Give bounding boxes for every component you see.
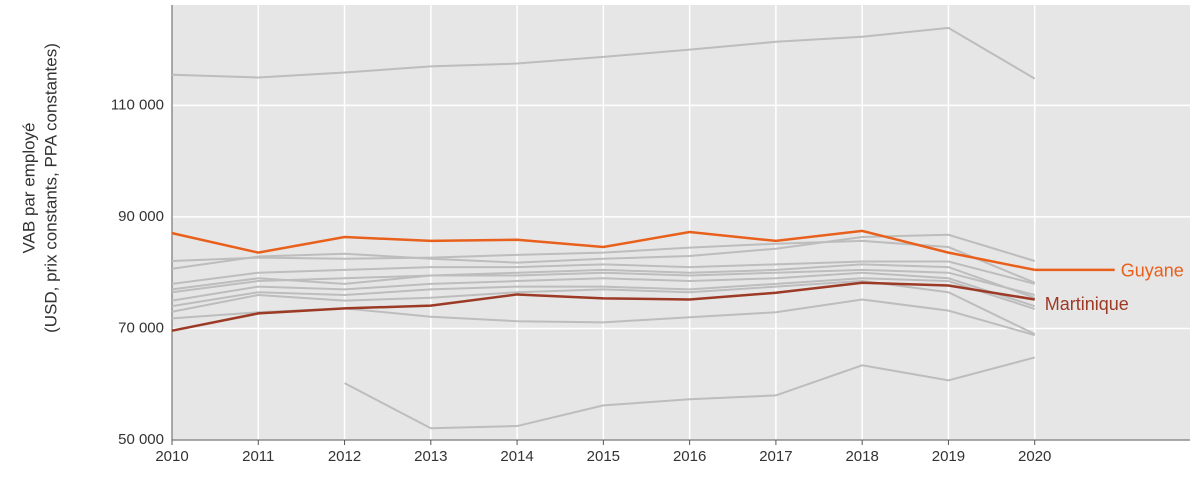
x-tick-label: 2016: [673, 448, 706, 465]
x-tick-label: 2019: [932, 448, 965, 465]
series-line: [344, 356, 1035, 430]
y-axis-label: VAB par employé: [19, 122, 38, 253]
x-tick-label: 2011: [242, 448, 274, 465]
x-tick-label: 2017: [759, 448, 792, 465]
x-tick-label: 2020: [1018, 448, 1051, 465]
y-tick-label: 110 000: [111, 96, 164, 113]
series-line: [171, 26, 1036, 80]
y-tick-label: 90 000: [118, 208, 164, 225]
x-tick-label: 2014: [500, 448, 533, 465]
series-label: Martinique: [1045, 294, 1129, 314]
y-axis-label: (USD, prix constants, PPA constantes): [41, 43, 60, 333]
series-line: [171, 239, 1036, 284]
series-line: [171, 263, 1036, 299]
x-tick-label: 2010: [155, 448, 188, 465]
x-tick-label: 2018: [845, 448, 878, 465]
y-tick-label: 50 000: [118, 431, 164, 448]
series-line: [171, 281, 1035, 332]
series-line: [171, 260, 1035, 285]
series-label: Guyane: [1121, 261, 1184, 281]
y-tick-label: 70 000: [118, 319, 164, 336]
x-tick-label: 2012: [328, 448, 361, 465]
x-tick-label: 2013: [414, 448, 447, 465]
series-line: [171, 268, 1035, 296]
series-line: [171, 233, 1036, 270]
series-line: [171, 229, 1035, 272]
x-tick-label: 2015: [587, 448, 620, 465]
series-line: [171, 277, 1036, 310]
series-line: [171, 271, 1036, 308]
plot-background: [172, 5, 1190, 440]
